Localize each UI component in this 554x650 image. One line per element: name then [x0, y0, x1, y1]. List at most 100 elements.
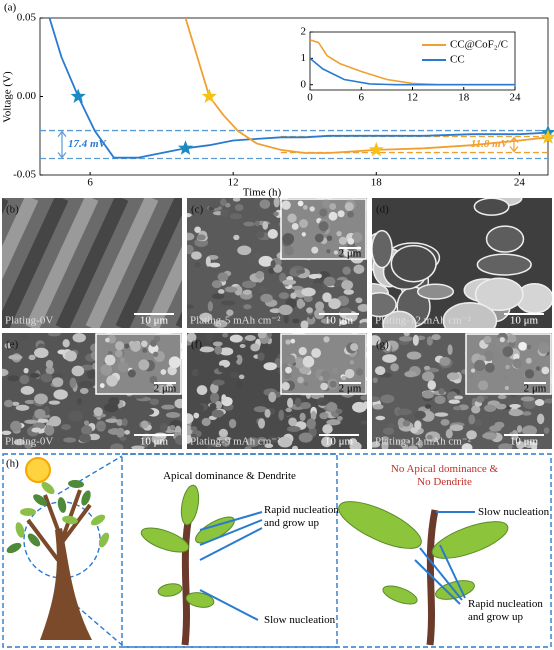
sem-grain	[95, 424, 106, 429]
tree-branch	[26, 489, 92, 562]
sem-grain	[260, 293, 273, 303]
annotation: 17.4 mV	[68, 138, 108, 150]
sem-grain	[381, 436, 389, 441]
x-tick-label: 0	[307, 92, 313, 104]
sem-grain	[352, 401, 367, 413]
sem-grain	[285, 339, 291, 345]
sem-grain	[243, 221, 255, 227]
sem-grain	[194, 262, 201, 268]
sem-grain	[328, 211, 338, 221]
sem-grain	[233, 234, 240, 241]
sem-grain	[320, 318, 331, 324]
sem-grain	[68, 410, 84, 422]
tree-trunk	[40, 528, 92, 640]
series-line	[310, 57, 515, 86]
sem-grain	[323, 336, 330, 343]
leaf	[68, 479, 84, 489]
sem-grain	[474, 359, 486, 372]
leaf	[20, 508, 36, 516]
y-tick-label: 1	[301, 52, 307, 64]
sem-grain	[217, 289, 225, 295]
sem-grain	[187, 425, 193, 436]
sem-grain	[287, 213, 297, 223]
sem-grain	[267, 229, 278, 239]
sem-grain	[34, 408, 46, 419]
sem-grain	[461, 443, 473, 449]
measure-arrow	[57, 130, 67, 159]
x-tick-label: 6	[359, 92, 365, 104]
sem-grain	[502, 346, 514, 357]
sem-grain	[338, 236, 347, 245]
sem-grain	[299, 219, 309, 228]
sem-grain	[476, 253, 532, 276]
sem-caption: Plating-12 mAh cm⁻²	[375, 315, 472, 327]
sem-grain	[211, 293, 225, 300]
sem-grain	[318, 221, 329, 232]
sem-grain	[257, 333, 267, 339]
inset-scale-label: 2 μm	[524, 383, 547, 395]
sem-grain	[208, 262, 221, 268]
leaf	[81, 490, 91, 506]
sem-grain	[209, 402, 217, 410]
sem-grain	[343, 289, 354, 295]
sem-grain	[385, 341, 391, 352]
sem-grain	[406, 351, 422, 360]
panel-label: (f)	[191, 339, 202, 351]
sem-grain	[88, 433, 100, 441]
y-tick-label: -0.05	[13, 169, 36, 181]
sem-fiber	[2, 198, 39, 280]
sem-grain	[168, 356, 181, 369]
x-tick-label: 12	[228, 177, 239, 189]
diagram-note: Rapid nucleation and grow up	[468, 598, 543, 623]
sem-grain	[79, 433, 91, 443]
sem-grain	[31, 427, 42, 433]
sem-grain	[159, 423, 168, 433]
sem-grain	[221, 394, 227, 403]
sem-grain	[502, 375, 508, 381]
leaf	[27, 533, 41, 547]
sem-grain	[187, 433, 192, 444]
sem-grain	[302, 355, 315, 368]
sem-grain	[187, 333, 197, 343]
sem-grain	[253, 406, 268, 413]
sem-grain	[524, 369, 535, 379]
sem-grain	[2, 368, 9, 377]
sem-grain	[448, 399, 461, 404]
sem-grain	[255, 271, 265, 279]
sem-grain	[152, 351, 159, 358]
sem-grain	[24, 441, 33, 449]
sem-grain	[382, 354, 397, 363]
sem-grain	[408, 445, 418, 449]
sem-grain	[344, 202, 354, 212]
sem-grain	[259, 199, 271, 209]
sem-grain	[439, 356, 451, 366]
sem-grain	[281, 200, 291, 210]
sem-image: 2 μm 10 μm Plating-12 mAh cm⁻² (g)	[372, 333, 552, 449]
sem-grain	[78, 380, 94, 389]
inset-scale-label: 2 μm	[154, 383, 177, 395]
y-axis-label: Voltage (V)	[2, 71, 14, 123]
diagram-note: Slow nucleation	[264, 614, 336, 626]
sem-grain	[317, 397, 325, 402]
sem-grain	[211, 409, 224, 418]
sem-grain	[326, 249, 331, 254]
y-tick-label: 0.00	[17, 90, 37, 102]
sem-grain	[538, 342, 550, 354]
sem-grain	[285, 366, 292, 374]
sem-grain	[263, 362, 277, 371]
arrows	[199, 511, 475, 621]
sem-grain	[76, 398, 83, 405]
sem-grain	[7, 375, 20, 382]
sem-grain	[190, 426, 198, 431]
sem-grain	[390, 244, 437, 283]
sem-grain	[142, 347, 148, 353]
y-tick-label: 0	[301, 78, 307, 90]
sem-grain	[224, 286, 238, 293]
sem-grain	[141, 420, 149, 429]
sem-grain	[142, 438, 149, 448]
plant-leaf	[157, 583, 183, 597]
sem-grain	[438, 387, 445, 395]
sem-grain	[288, 417, 297, 427]
x-tick-label: 18	[371, 177, 383, 189]
diagram-title: Apical dominance & Dendrite	[163, 470, 296, 482]
